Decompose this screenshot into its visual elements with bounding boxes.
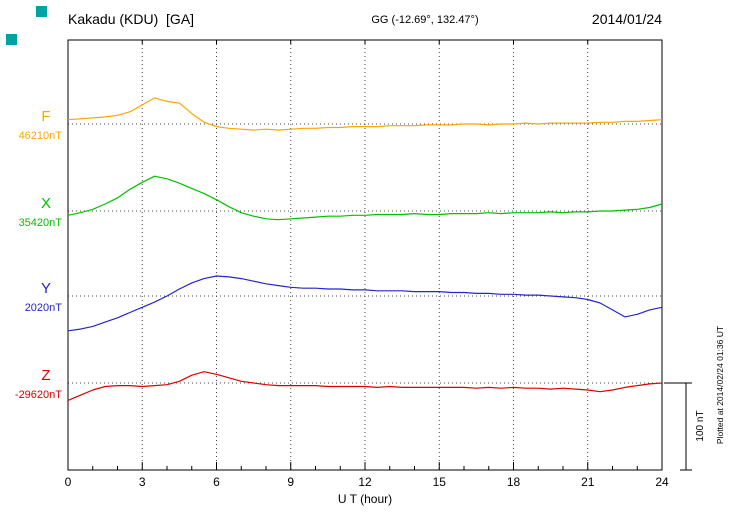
x-tick-label: 9 — [287, 475, 294, 489]
gridlines-group — [68, 40, 662, 470]
trace-X — [67, 175, 663, 221]
series-label-Z: Z — [41, 367, 50, 384]
series-label-F: F — [41, 108, 50, 125]
trace-Z — [67, 371, 663, 401]
station-title: Kakadu (KDU) [GA] — [68, 11, 194, 27]
coordinates-label: GG (-12.69°, 132.47°) — [371, 14, 478, 26]
traces-group — [67, 97, 663, 401]
series-baseline-Y: 2020nT — [25, 302, 63, 314]
x-axis-title: U T (hour) — [338, 492, 392, 506]
x-tick-label: 0 — [65, 475, 72, 489]
series-label-Y: Y — [41, 280, 51, 297]
ticks-group — [92, 40, 638, 470]
x-tick-label: 6 — [213, 475, 220, 489]
scale-bar-label: 100 nT — [695, 410, 706, 441]
trace-F — [67, 97, 663, 131]
series-baseline-F: 46210nT — [19, 130, 63, 142]
series-label-X: X — [41, 195, 51, 212]
tick-labels-group: 0 3 6 9 12 15 18 21 24 — [65, 475, 669, 489]
x-tick-label: 3 — [139, 475, 146, 489]
x-tick-label: 15 — [433, 475, 447, 489]
x-tick-label: 24 — [655, 475, 669, 489]
date-label: 2014/01/24 — [592, 11, 662, 27]
x-tick-label: 12 — [358, 475, 372, 489]
corner-marker-left — [6, 34, 17, 45]
x-tick-label: 21 — [581, 475, 595, 489]
corner-marker-top — [36, 6, 47, 17]
x-tick-label: 18 — [507, 475, 521, 489]
series-baseline-X: 35420nT — [19, 217, 63, 229]
trace-Y — [67, 275, 663, 332]
series-baseline-Z: -29620nT — [15, 389, 62, 401]
plot-timestamp: Plotted at 2014/02/24 01:36 UT — [715, 326, 725, 444]
